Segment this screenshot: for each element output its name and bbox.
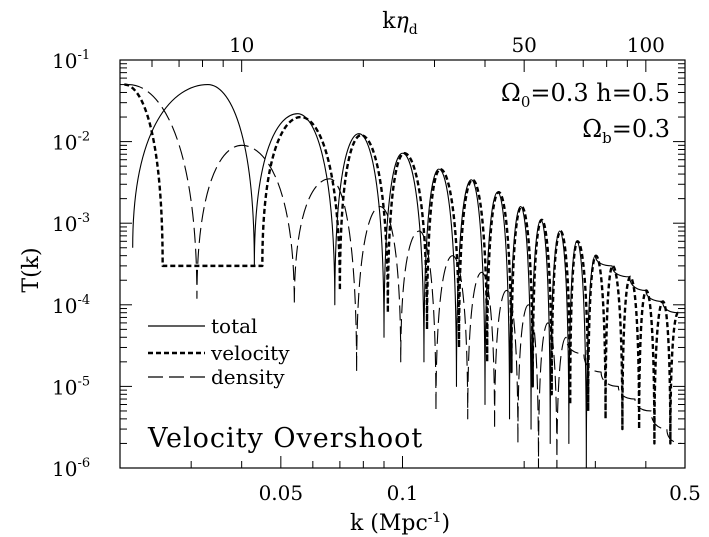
- series-line-density: [128, 84, 682, 469]
- legend-label-density: density: [211, 365, 285, 389]
- legend-label-total: total: [211, 314, 257, 338]
- x-tick-label: 0.5: [669, 481, 701, 505]
- param-line-2: Ωb=0.3: [582, 115, 670, 147]
- top-tick-label: 10: [229, 33, 254, 57]
- param-line-1: Ω0=0.3 h=0.5: [501, 79, 670, 111]
- legend: total velocity density: [148, 314, 290, 389]
- x-axis-label: k (Mpc-1): [350, 510, 450, 536]
- annotation-velocity-overshoot: Velocity Overshoot: [147, 423, 423, 454]
- y-tick-label: 10-2: [52, 130, 90, 155]
- ticks-layer: 0.05 0.1 0.5 10 50 100 10-1 10-2 10-3 10-4 10-5 10-…: [52, 33, 701, 505]
- series-layer: [124, 83, 682, 469]
- legend-label-velocity: velocity: [210, 341, 290, 365]
- top-tick-label: 50: [511, 33, 536, 57]
- x-tick-label: 0.1: [387, 481, 419, 505]
- y-axis-label: T(k): [19, 247, 44, 292]
- y-tick-label: 10-5: [52, 374, 90, 399]
- y-tick-label: 10-6: [52, 456, 90, 481]
- top-tick-label: 100: [627, 33, 665, 57]
- series-line-velocity: [124, 83, 680, 445]
- x-tick-label: 0.05: [259, 481, 304, 505]
- y-tick-label: 10-1: [52, 48, 90, 73]
- top-axis-label: kηd: [382, 9, 418, 38]
- y-tick-label: 10-4: [52, 293, 90, 318]
- y-tick-label: 10-3: [52, 211, 90, 236]
